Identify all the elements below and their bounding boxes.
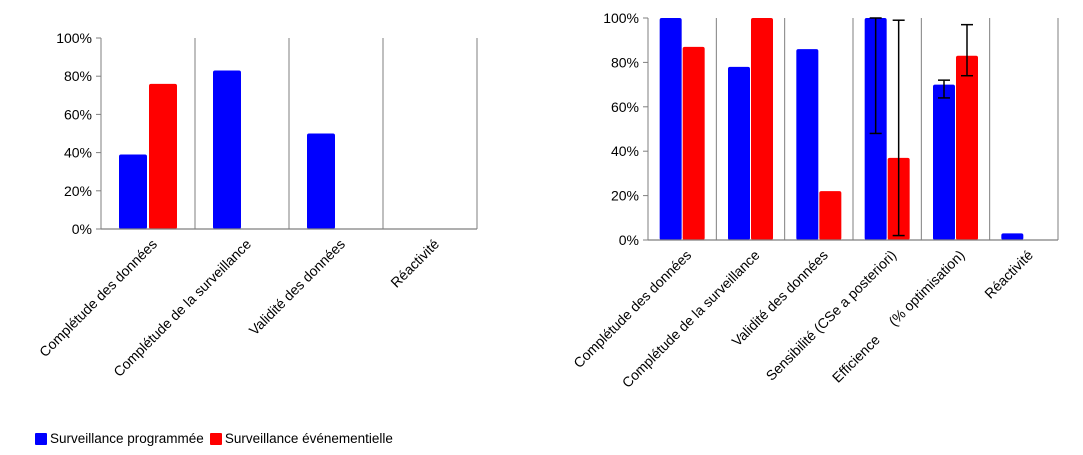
chart1-y-tick-label: 40% <box>64 145 92 161</box>
legend-label-event: Surveillance événementielle <box>224 431 393 446</box>
chart1-x-tick-label: Validité des données <box>246 236 348 338</box>
chart2-bar-programmed <box>796 49 819 240</box>
chart1-bar-event <box>149 83 177 229</box>
chart2-x-tick-label: Efficience (% optimisation) <box>829 247 968 386</box>
chart1-y-tick-label: 20% <box>64 183 92 199</box>
chart1-y-tick-label: 0% <box>72 221 92 237</box>
legend-item-event: Surveillance événementielle <box>209 431 393 446</box>
chart2-bar-programmed <box>1001 233 1024 240</box>
chart1-bar-programmed <box>119 154 147 229</box>
chart2-bar-programmed <box>659 18 682 240</box>
chart2-bar-event <box>751 18 773 240</box>
chart2-bar-event <box>956 55 978 240</box>
chart2-bar-programmed <box>728 66 750 240</box>
legend-item-programmed: Surveillance programmée <box>35 431 204 446</box>
chart1-bar-programmed <box>213 70 241 229</box>
chart2-bar-programmed <box>933 84 955 240</box>
chart2-y-tick-label: 100% <box>603 10 639 26</box>
chart1-x-tick-label: Réactivité <box>387 236 442 291</box>
chart2-y-tick-label: 40% <box>611 143 639 159</box>
chart2-bar-event <box>682 46 705 240</box>
chart2-y-tick-label: 0% <box>619 232 639 248</box>
legend-swatch-programmed <box>35 432 47 445</box>
legend-swatch-event <box>209 432 222 445</box>
chart2-y-tick-label: 80% <box>611 54 639 70</box>
chart1-y-tick-label: 100% <box>56 30 92 46</box>
chart2-x-tick-label: Complétude de la surveillance <box>619 247 763 391</box>
chart1-bar-programmed <box>307 133 335 229</box>
chart2-y-tick-label: 20% <box>611 188 639 204</box>
chart2-x-tick-label: Complétude des données <box>570 247 694 371</box>
chart2-bar-event <box>819 191 842 240</box>
chart2-x-tick-label: Réactivité <box>981 247 1036 302</box>
chart2-y-tick-label: 60% <box>611 99 639 115</box>
chart1-y-tick-label: 80% <box>64 68 92 84</box>
legend-label-programmed: Surveillance programmée <box>50 431 204 446</box>
chart1-y-tick-label: 60% <box>64 106 92 122</box>
legend: Surveillance programmée Surveillance évé… <box>35 431 399 446</box>
chart2-x-tick-label: Sensibilité (CSe a posteriori) <box>763 247 900 384</box>
